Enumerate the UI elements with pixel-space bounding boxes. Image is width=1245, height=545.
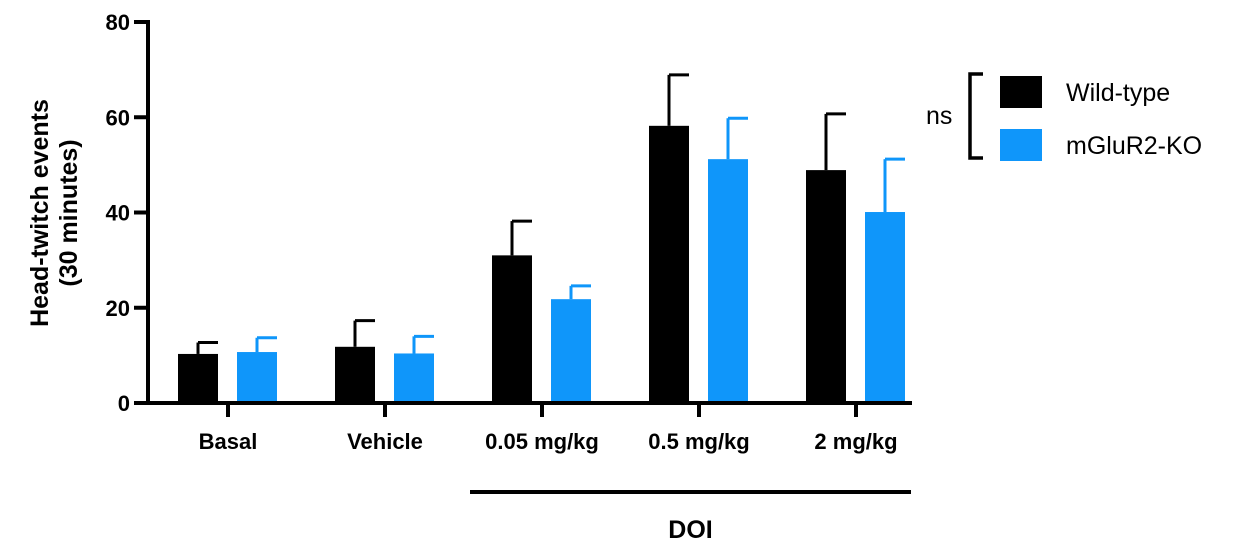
legend-label-0: Wild-type (1066, 79, 1170, 107)
bar-1-4 (865, 212, 905, 403)
group-label: DOI (668, 516, 712, 544)
axes-layer (134, 20, 912, 494)
y-tick-label-2: 40 (106, 201, 130, 226)
bar-0-1 (335, 346, 375, 403)
bar-0-3 (649, 125, 689, 403)
legend-swatch-0 (1000, 76, 1042, 108)
bar-1-3 (708, 159, 748, 403)
x-tick-label-4: 2 mg/kg (814, 429, 897, 454)
bar-0-2 (492, 255, 532, 403)
bar-1-1 (394, 353, 434, 403)
significance-label: ns (926, 102, 952, 130)
y-axis-title-line-1: Head-twitch events (26, 99, 54, 327)
bar-1-2 (551, 299, 591, 403)
y-tick-label-4: 80 (106, 10, 130, 35)
x-tick-label-0: Basal (199, 429, 258, 454)
labels-layer: 0 20 40 60 80 Basal Vehicle 0.05 mg/kg 0.5 mg/kg… (106, 10, 898, 544)
legend-label-1: mGluR2-KO (1066, 132, 1202, 160)
y-tick-label-1: 20 (106, 296, 130, 321)
bar-1-0 (237, 352, 277, 403)
x-tick-label-1: Vehicle (347, 429, 423, 454)
bar-0-0 (178, 353, 218, 403)
y-tick-label-3: 60 (106, 105, 130, 130)
bars-layer (178, 125, 905, 403)
y-tick-label-0: 0 (118, 391, 130, 416)
x-tick-label-2: 0.05 mg/kg (485, 429, 599, 454)
bar-0-4 (806, 170, 846, 403)
x-tick-label-3: 0.5 mg/kg (648, 429, 749, 454)
y-axis-title: Head-twitch events (30 minutes) (26, 99, 83, 327)
error-bars-layer (196, 73, 905, 354)
legend-swatch-1 (1000, 129, 1042, 161)
y-axis-title-line-2: (30 minutes) (55, 139, 83, 286)
legend: Wild-type mGluR2-KO ns (926, 72, 1202, 161)
significance-bracket (968, 72, 983, 160)
